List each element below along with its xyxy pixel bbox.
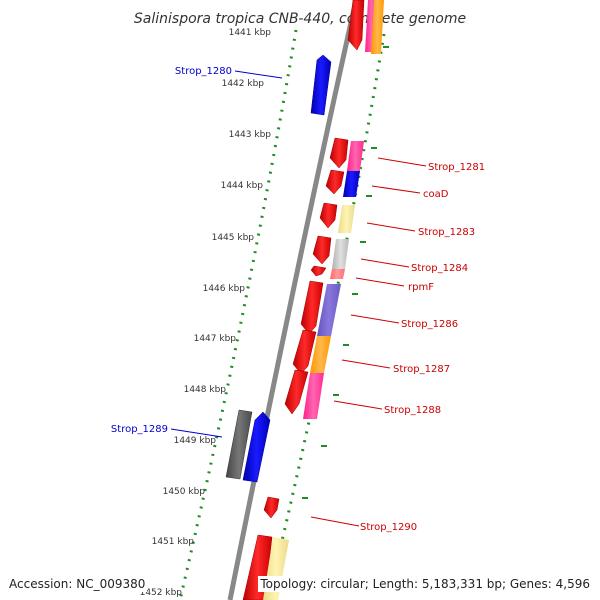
- map-title: Salinispora tropica CNB-440, complete ge…: [134, 11, 466, 27]
- category-bar-blue: [343, 171, 360, 197]
- category-bar-lavender: [317, 284, 341, 336]
- kbp-tick-label: 1446 kbp: [203, 284, 246, 294]
- gene-label[interactable]: Strop_1281: [428, 162, 485, 173]
- cds-arrow-gray[interactable]: [225, 409, 253, 480]
- kbp-tick-label: 1444 kbp: [221, 181, 264, 191]
- cds-arrow[interactable]: [310, 265, 327, 277]
- gene-label[interactable]: Strop_1288: [384, 405, 441, 416]
- cds-arrow-blue[interactable]: [310, 54, 332, 116]
- gene-label[interactable]: Strop_1286: [401, 319, 458, 330]
- genome-summary-text: Topology: circular; Length: 5,183,331 bp…: [258, 576, 592, 592]
- kbp-tick-label: 1441 kbp: [229, 28, 272, 38]
- accession-text: Accession: NC_009380: [7, 576, 148, 592]
- gene-label[interactable]: Strop_1290: [360, 522, 417, 533]
- cds-arrow[interactable]: [292, 329, 317, 375]
- label-leader-lines-left: [170, 70, 283, 438]
- gene-label[interactable]: Strop_1283: [418, 227, 475, 238]
- kbp-tick-label: 1445 kbp: [212, 233, 255, 243]
- kbp-tick-label: 1449 kbp: [174, 436, 217, 446]
- cds-arrow[interactable]: [325, 169, 345, 195]
- kbp-tick-label: 1442 kbp: [222, 79, 265, 89]
- gene-labels-left: Strop_1280 Strop_1289: [111, 66, 232, 435]
- cds-arrow[interactable]: [284, 369, 309, 415]
- cds-arrow[interactable]: [347, 0, 365, 51]
- kbp-tick-label: 1443 kbp: [229, 130, 272, 140]
- gene-label[interactable]: Strop_1280: [175, 66, 232, 77]
- gene-label[interactable]: Strop_1284: [411, 263, 468, 274]
- category-bar-pink: [347, 141, 364, 171]
- cds-arrow-blue[interactable]: [242, 411, 271, 483]
- category-bar-orange: [310, 336, 331, 373]
- kbp-tick-label: 1451 kbp: [152, 537, 195, 547]
- outer-dotted-boundary: [178, 29, 298, 600]
- category-bar-pink: [303, 373, 324, 419]
- gene-label[interactable]: Strop_1287: [393, 364, 450, 375]
- cds-arrow[interactable]: [312, 235, 332, 265]
- kbp-tick-label: 1450 kbp: [163, 487, 206, 497]
- category-bar-khaki: [338, 205, 355, 233]
- gene-labels-right: Strop_1281 coaD Strop_1283 Strop_1284 rp…: [360, 162, 485, 533]
- kbp-axis-labels: 1441 kbp 1442 kbp 1443 kbp 1444 kbp 1445…: [140, 28, 272, 598]
- label-leader-lines-right: [310, 157, 427, 527]
- cds-arrow[interactable]: [300, 280, 324, 335]
- cds-arrow[interactable]: [263, 496, 280, 519]
- kbp-tick-label: 1448 kbp: [184, 385, 227, 395]
- cds-arrow[interactable]: [329, 137, 349, 169]
- gene-label[interactable]: coaD: [423, 189, 449, 200]
- reverse-cds-features: [225, 54, 332, 483]
- genome-backbone: [227, 0, 359, 600]
- kbp-tick-label: 1452 kbp: [140, 588, 183, 598]
- kbp-tick-label: 1447 kbp: [194, 334, 237, 344]
- gene-label[interactable]: Strop_1289: [111, 424, 168, 435]
- forward-cds-features: [242, 0, 365, 600]
- inner-tick-marks: [302, 46, 389, 499]
- cds-arrow[interactable]: [319, 202, 338, 229]
- gene-label[interactable]: rpmF: [408, 282, 434, 293]
- category-bar-orange: [371, 0, 384, 54]
- category-bar-salmon: [330, 269, 345, 279]
- category-bar-silver: [332, 239, 349, 269]
